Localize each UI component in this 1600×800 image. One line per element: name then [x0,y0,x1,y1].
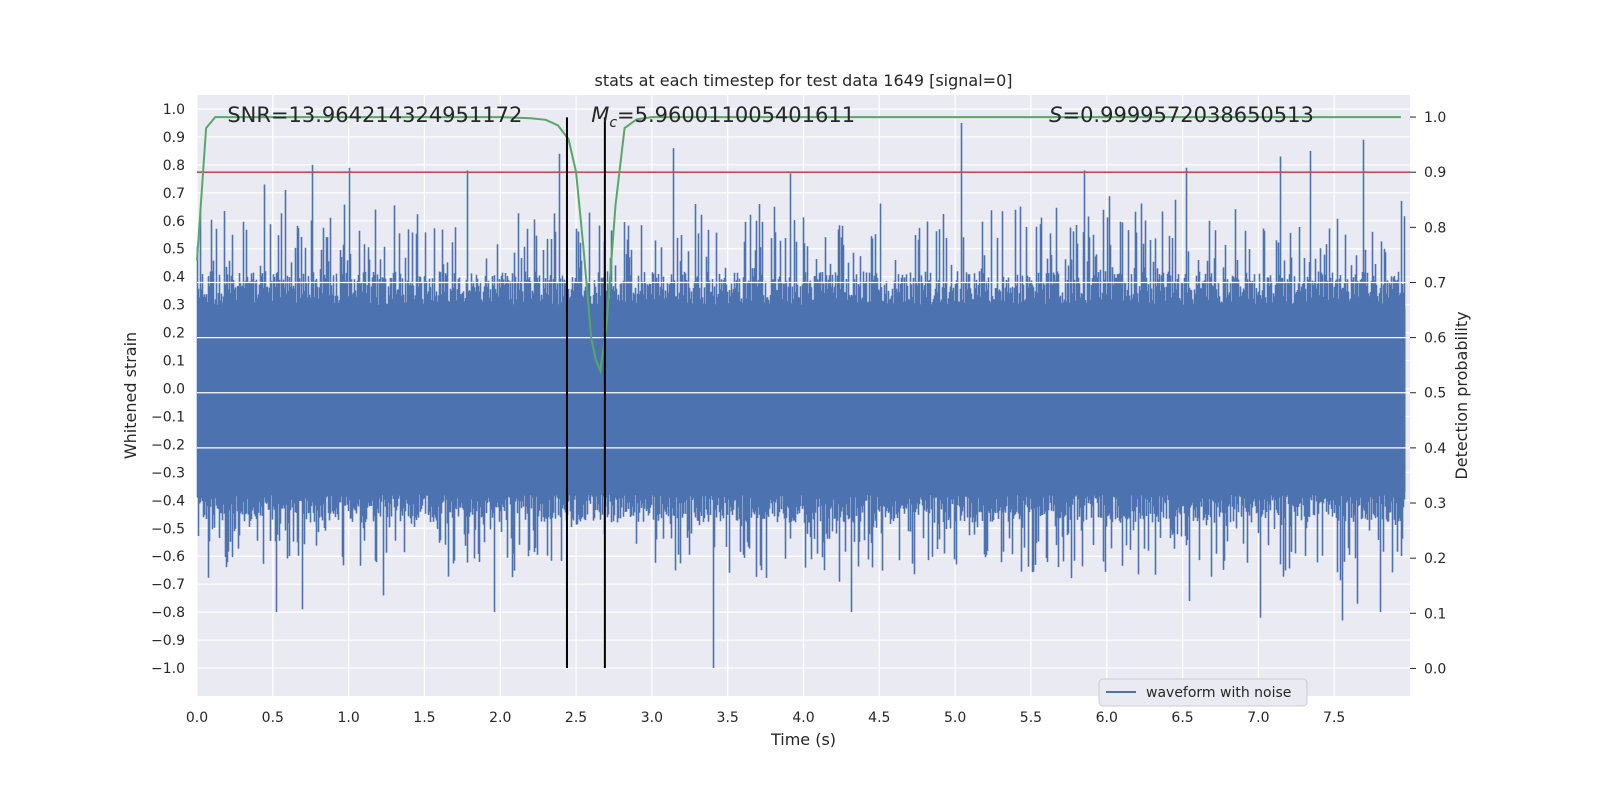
x-tick-label: 2.5 [565,710,587,726]
legend-label: waveform with noise [1146,685,1291,701]
score-value: =0.9999572038650513 [1062,103,1313,127]
y-tick-label: 1.0 [163,102,185,118]
y2-tick-label: 0.8 [1424,220,1446,236]
y-axis-label: Whitened strain [121,332,140,459]
y-tick-label: −1.0 [151,661,185,677]
x-tick-label: 4.0 [792,710,814,726]
chirp-mass-value: =5.960011005401611 [617,103,855,127]
y2-tick-label: 0.9 [1424,165,1446,181]
y-tick-label: 0.1 [163,354,185,370]
y2-tick-label: 0.5 [1424,386,1446,402]
legend: waveform with noise [1098,678,1308,707]
probability-line [196,116,1401,375]
score-symbol: S [1049,103,1062,127]
y2-tick-label: 0.4 [1424,441,1446,457]
snr-annotation: SNR=13.964214324951172 [227,103,522,127]
x-tick-label: 0.5 [262,710,284,726]
x-tick-label: 7.5 [1323,710,1345,726]
y-tick-label: 0.8 [163,158,185,174]
chart-title: stats at each timestep for test data 164… [594,71,1012,90]
y2-tick-label: 0.3 [1424,496,1446,512]
y-tick-label: 0.7 [163,186,185,202]
x-tick-label: 7.0 [1247,710,1269,726]
y-tick-label: −0.3 [151,465,185,481]
x-tick-label: 6.0 [1096,710,1118,726]
y-tick-label: −0.6 [151,549,185,565]
y2-tick-label: 0.7 [1424,275,1446,291]
y2-tick-label: 0.1 [1424,606,1446,622]
y-tick-label: 0.5 [163,242,185,258]
x-tick-label: 1.5 [413,710,435,726]
y-tick-label: 0.3 [163,298,185,314]
y-tick-label: −0.8 [151,605,185,621]
x-tick-label: 4.5 [868,710,890,726]
y-tick-label: 0.2 [163,326,185,342]
y-tick-label: −0.7 [151,577,185,593]
y-tick-label: 0.6 [163,214,185,230]
x-tick-label: 5.5 [1020,710,1042,726]
y-tick-label: −0.5 [151,521,185,537]
x-tick-label: 3.0 [641,710,663,726]
y2-tick-label: 0.6 [1424,331,1446,347]
y2-tick-label: 0.2 [1424,551,1446,567]
y2-tick-label: 1.0 [1424,110,1446,126]
y-tick-label: −0.9 [151,633,185,649]
chirp-mass-symbol: M [591,103,609,127]
tick-labels: 0.0 0.5 1.0 1.5 2.0 2.5 3.0 3.5 4.0 4.5 5.0 5.5 6.0 6… [151,102,1446,726]
y-tick-label: −0.2 [151,437,185,453]
x-tick-label: 0.0 [186,710,208,726]
score-annotation: S=0.9999572038650513 [1049,103,1314,127]
x-tick-label: 3.5 [717,710,739,726]
x-tick-label: 2.0 [489,710,511,726]
x-tick-label: 6.5 [1171,710,1193,726]
legend-box [1098,678,1308,707]
chirp-mass-subscript: c [609,115,617,131]
y-tick-label: 0.0 [163,382,185,398]
x-tick-label: 5.0 [944,710,966,726]
probability-series [196,116,1401,375]
chirp-mass-annotation: Mc=5.960011005401611 [591,103,855,131]
x-tick-label: 1.0 [337,710,359,726]
x-axis-label: Time (s) [770,730,836,749]
y-tick-label: −0.4 [151,493,185,509]
y-tick-label: 0.4 [163,270,185,286]
vertical-lines [565,117,606,669]
y2-tick-label: 0.0 [1424,661,1446,677]
y-tick-label: −0.1 [151,409,185,425]
y-tick-label: 0.9 [163,130,185,146]
threshold-layer [197,171,1410,449]
waveform-band [197,307,1406,492]
y-axis-right-label: Detection probability [1452,311,1471,479]
